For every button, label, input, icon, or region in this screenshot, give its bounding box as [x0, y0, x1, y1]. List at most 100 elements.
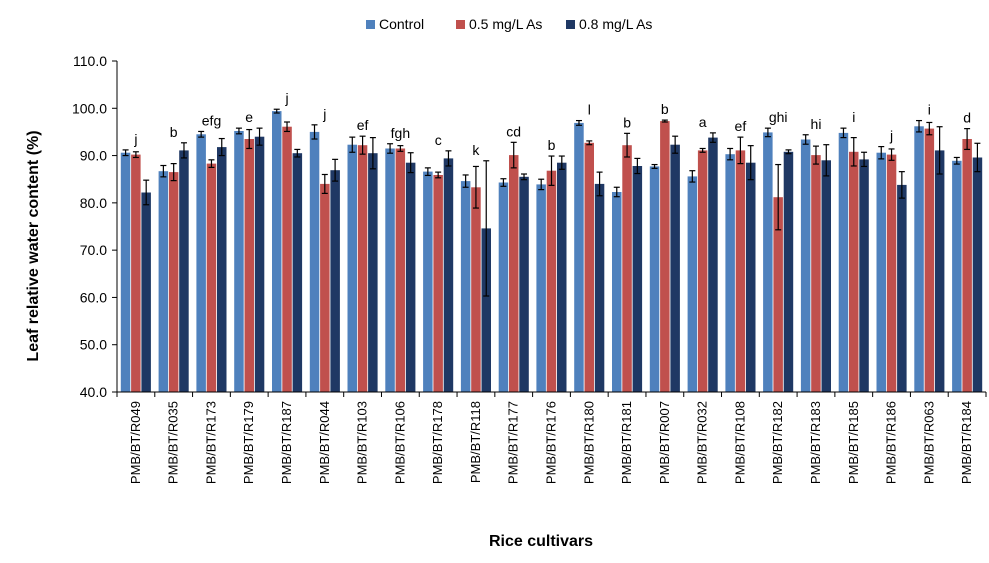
bar-group: b [158, 124, 189, 392]
bar [357, 145, 368, 392]
bar-group: efg [196, 113, 227, 393]
bar-group: cd [498, 123, 529, 392]
bar [632, 166, 643, 392]
bar-group: b [649, 101, 680, 392]
bar [179, 150, 189, 392]
y-tick-label: 50.0 [80, 337, 107, 353]
bar [649, 166, 660, 392]
bar [876, 152, 886, 392]
y-axis: 40.0 50.0 60.0 70.0 80.0 90.0 100.0 110.0 [72, 53, 118, 400]
bar [481, 228, 491, 392]
bar [309, 131, 320, 392]
bar [773, 197, 783, 392]
category-label: PMB/BT/R179 [241, 401, 256, 484]
bar [519, 176, 529, 392]
bar [838, 132, 849, 392]
significance-letter: j [133, 131, 137, 147]
significance-letter: b [623, 114, 631, 130]
bar-group: j [120, 131, 151, 392]
bar [924, 128, 935, 392]
bar [385, 148, 395, 392]
category-label: PMB/BT/R184 [959, 401, 974, 484]
bar [914, 126, 924, 393]
category-label: PMB/BT/R181 [619, 401, 634, 484]
bar-group: hi [800, 116, 831, 392]
bar [886, 154, 897, 392]
bar [158, 171, 169, 392]
significance-letter: d [963, 110, 971, 126]
bar-group: j [272, 90, 303, 392]
bar [574, 122, 584, 393]
bar [557, 162, 567, 392]
bar [168, 172, 179, 392]
category-label: PMB/BT/R108 [732, 401, 747, 484]
bar-group: ef [347, 117, 378, 392]
category-label: PMB/BT/R186 [884, 401, 899, 484]
significance-letter: efg [202, 113, 221, 129]
bar-group: j [309, 106, 340, 392]
category-label: PMB/BT/R118 [468, 401, 483, 483]
bar-group: k [460, 142, 491, 392]
bar [594, 183, 605, 392]
bar [584, 142, 594, 392]
y-tick-label: 90.0 [80, 148, 107, 164]
significance-letter: hi [811, 116, 822, 132]
category-label: PMB/BT/R176 [544, 401, 559, 484]
significance-letter: i [852, 109, 855, 125]
bar-group: ef [725, 118, 756, 392]
bar [254, 136, 265, 392]
category-label: PMB/BT/R187 [279, 401, 294, 484]
bar [330, 170, 340, 392]
bar [859, 159, 869, 392]
category-label: PMB/BT/R182 [770, 401, 785, 484]
bar-group: b [536, 137, 567, 392]
bar [443, 158, 454, 392]
bar-group: b [612, 114, 643, 392]
bar [800, 139, 811, 392]
bar-group: e [234, 109, 265, 392]
chart-legend: Control 0.5 mg/L As 0.8 mg/L As [366, 16, 652, 32]
bar [746, 162, 756, 392]
bar [697, 150, 708, 392]
bar [509, 155, 519, 392]
bar-group: l [574, 102, 605, 393]
bar [735, 150, 746, 392]
legend-item: Control [366, 16, 424, 32]
bar [849, 151, 859, 392]
bar [811, 155, 821, 392]
significance-letter: b [548, 137, 556, 153]
bar [460, 181, 471, 392]
significance-letter: fgh [391, 125, 410, 141]
bar-groups: j b efg e j j ef fgh c k cd b l b b a ef ghi hi i j i d [120, 90, 983, 393]
significance-letter: ef [357, 117, 369, 133]
bar [395, 148, 406, 392]
category-label: PMB/BT/R063 [921, 401, 936, 484]
category-label: PMB/BT/R007 [657, 401, 672, 484]
bar [141, 192, 151, 392]
bar-group: fgh [385, 125, 416, 392]
y-tick-label: 40.0 [80, 384, 107, 400]
bar [120, 152, 131, 392]
bar [622, 145, 632, 392]
legend-swatch [566, 20, 575, 29]
bar [687, 176, 698, 392]
bar [708, 137, 718, 392]
bar [612, 192, 622, 392]
legend-item: 0.8 mg/L As [566, 16, 652, 32]
bar [952, 160, 962, 392]
bar [272, 111, 282, 392]
bar [234, 131, 244, 392]
y-tick-label: 100.0 [72, 100, 107, 116]
y-tick-label: 110.0 [73, 53, 107, 69]
significance-letter: a [699, 114, 707, 130]
significance-letter: i [928, 102, 931, 118]
bar [536, 184, 546, 392]
bar [660, 121, 670, 392]
category-label: PMB/BT/R180 [581, 401, 596, 484]
bar [282, 126, 292, 392]
legend-item: 0.5 mg/L As [456, 16, 542, 32]
significance-letter: ef [735, 118, 747, 134]
significance-letter: e [245, 109, 253, 125]
